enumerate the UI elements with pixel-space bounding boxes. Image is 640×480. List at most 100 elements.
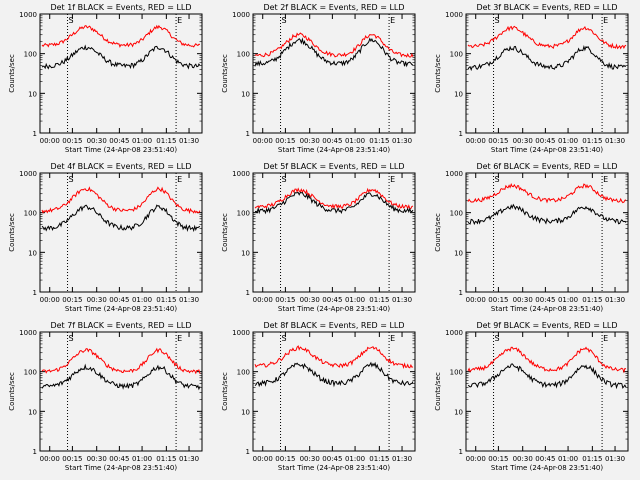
y-tick-label: 1	[459, 130, 463, 138]
x-tick-label: 01:00	[132, 296, 152, 304]
panel-title: Det 8f BLACK = Events, RED = LLD	[263, 321, 404, 330]
x-axis-label: Start Time (24-Apr-08 23:51:40)	[65, 146, 177, 154]
x-tick-label: 00:15	[488, 455, 508, 463]
x-axis-label: Start Time (24-Apr-08 23:51:40)	[278, 146, 390, 154]
panel-title: Det 7f BLACK = Events, RED = LLD	[50, 321, 191, 330]
start-marker-label: S	[282, 16, 287, 25]
start-marker-label: S	[495, 175, 500, 184]
events-series-line	[254, 191, 414, 215]
y-tick-label: 10	[241, 249, 250, 257]
x-axis-label: Start Time (24-Apr-08 23:51:40)	[491, 464, 603, 472]
x-tick-label: 01:15	[369, 137, 389, 145]
y-tick-label: 10	[241, 90, 250, 98]
x-tick-label: 01:00	[345, 296, 365, 304]
x-tick-label: 00:45	[109, 296, 129, 304]
x-tick-label: 00:00	[253, 137, 273, 145]
end-marker-label: E	[390, 16, 395, 25]
panel-title: Det 3f BLACK = Events, RED = LLD	[476, 3, 617, 12]
events-series-line	[467, 44, 627, 72]
x-tick-label: 01:30	[392, 455, 412, 463]
x-tick-label: 01:30	[392, 296, 412, 304]
y-tick-label: 1	[246, 289, 250, 297]
panel-7: Det 7f BLACK = Events, RED = LLD Counts/s…	[8, 321, 203, 472]
x-tick-label: 01:15	[582, 137, 602, 145]
y-tick-label: 10	[241, 408, 250, 416]
x-tick-label: 00:45	[535, 137, 555, 145]
panel-frame	[252, 172, 416, 293]
start-marker-label: S	[282, 334, 287, 343]
x-tick-label: 00:30	[513, 137, 533, 145]
y-tick-label: 10	[28, 408, 37, 416]
y-tick-label: 1000	[445, 170, 463, 178]
panel-6: Det 6f BLACK = Events, RED = LLD Counts/s…	[434, 162, 629, 313]
end-marker-label: E	[603, 16, 608, 25]
x-tick-label: 00:15	[488, 296, 508, 304]
x-tick-label: 01:15	[369, 296, 389, 304]
x-tick-label: 00:15	[275, 137, 295, 145]
y-tick-label: 1000	[445, 11, 463, 19]
start-marker-label: S	[495, 16, 500, 25]
panel-frame	[465, 172, 629, 293]
x-tick-label: 00:00	[466, 296, 486, 304]
x-tick-label: 00:45	[535, 296, 555, 304]
y-tick-label: 1000	[19, 329, 37, 337]
x-tick-label: 00:30	[87, 137, 107, 145]
x-tick-label: 00:45	[322, 137, 342, 145]
events-series-line	[254, 37, 414, 68]
start-marker-label: S	[69, 175, 74, 184]
x-tick-label: 00:15	[275, 455, 295, 463]
x-tick-label: 00:30	[513, 455, 533, 463]
x-tick-label: 01:30	[392, 137, 412, 145]
events-series-line	[467, 203, 627, 226]
lld-series-line	[41, 186, 201, 215]
panel-9: Det 9f BLACK = Events, RED = LLD Counts/s…	[434, 321, 629, 472]
panel-8: Det 8f BLACK = Events, RED = LLD Counts/s…	[221, 321, 416, 472]
events-series-line	[41, 363, 201, 391]
x-tick-label: 01:30	[605, 455, 625, 463]
panel-3: Det 3f BLACK = Events, RED = LLD Counts/s…	[434, 3, 629, 154]
x-tick-label: 01:00	[558, 137, 578, 145]
panel-frame	[39, 331, 203, 452]
x-tick-label: 01:15	[582, 455, 602, 463]
y-axis-label: Counts/sec	[8, 54, 16, 93]
panel-frame	[39, 13, 203, 134]
x-tick-label: 00:45	[322, 455, 342, 463]
x-axis-label: Start Time (24-Apr-08 23:51:40)	[65, 305, 177, 313]
x-tick-label: 01:00	[558, 296, 578, 304]
panel-title: Det 2f BLACK = Events, RED = LLD	[263, 3, 404, 12]
end-marker-label: E	[390, 175, 395, 184]
x-tick-label: 00:00	[40, 455, 60, 463]
x-tick-label: 00:00	[40, 137, 60, 145]
x-tick-label: 01:15	[156, 137, 176, 145]
y-axis-label: Counts/sec	[8, 213, 16, 252]
x-tick-label: 00:30	[300, 296, 320, 304]
events-series-line	[41, 204, 201, 233]
panel-4: Det 4f BLACK = Events, RED = LLD Counts/s…	[8, 162, 203, 313]
end-marker-label: E	[177, 16, 182, 25]
end-marker-label: E	[177, 175, 182, 184]
y-tick-label: 1000	[232, 170, 250, 178]
y-tick-label: 100	[450, 210, 463, 218]
x-tick-label: 00:15	[275, 296, 295, 304]
lld-series-line	[254, 187, 414, 210]
y-tick-label: 1000	[232, 329, 250, 337]
panel-frame	[252, 13, 416, 134]
y-tick-label: 1	[459, 448, 463, 456]
y-tick-label: 1	[246, 130, 250, 138]
y-tick-label: 1	[459, 289, 463, 297]
x-tick-label: 01:15	[369, 455, 389, 463]
x-tick-label: 00:15	[62, 455, 82, 463]
x-axis-label: Start Time (24-Apr-08 23:51:40)	[65, 464, 177, 472]
start-marker-label: S	[69, 16, 74, 25]
x-tick-label: 00:45	[535, 455, 555, 463]
panel-title: Det 5f BLACK = Events, RED = LLD	[263, 162, 404, 171]
y-tick-label: 100	[237, 51, 250, 59]
y-tick-label: 10	[28, 249, 37, 257]
x-tick-label: 00:00	[253, 455, 273, 463]
y-tick-label: 100	[450, 51, 463, 59]
panel-frame	[39, 172, 203, 293]
x-tick-label: 01:00	[132, 137, 152, 145]
y-tick-label: 100	[24, 51, 37, 59]
x-tick-label: 01:30	[179, 137, 199, 145]
